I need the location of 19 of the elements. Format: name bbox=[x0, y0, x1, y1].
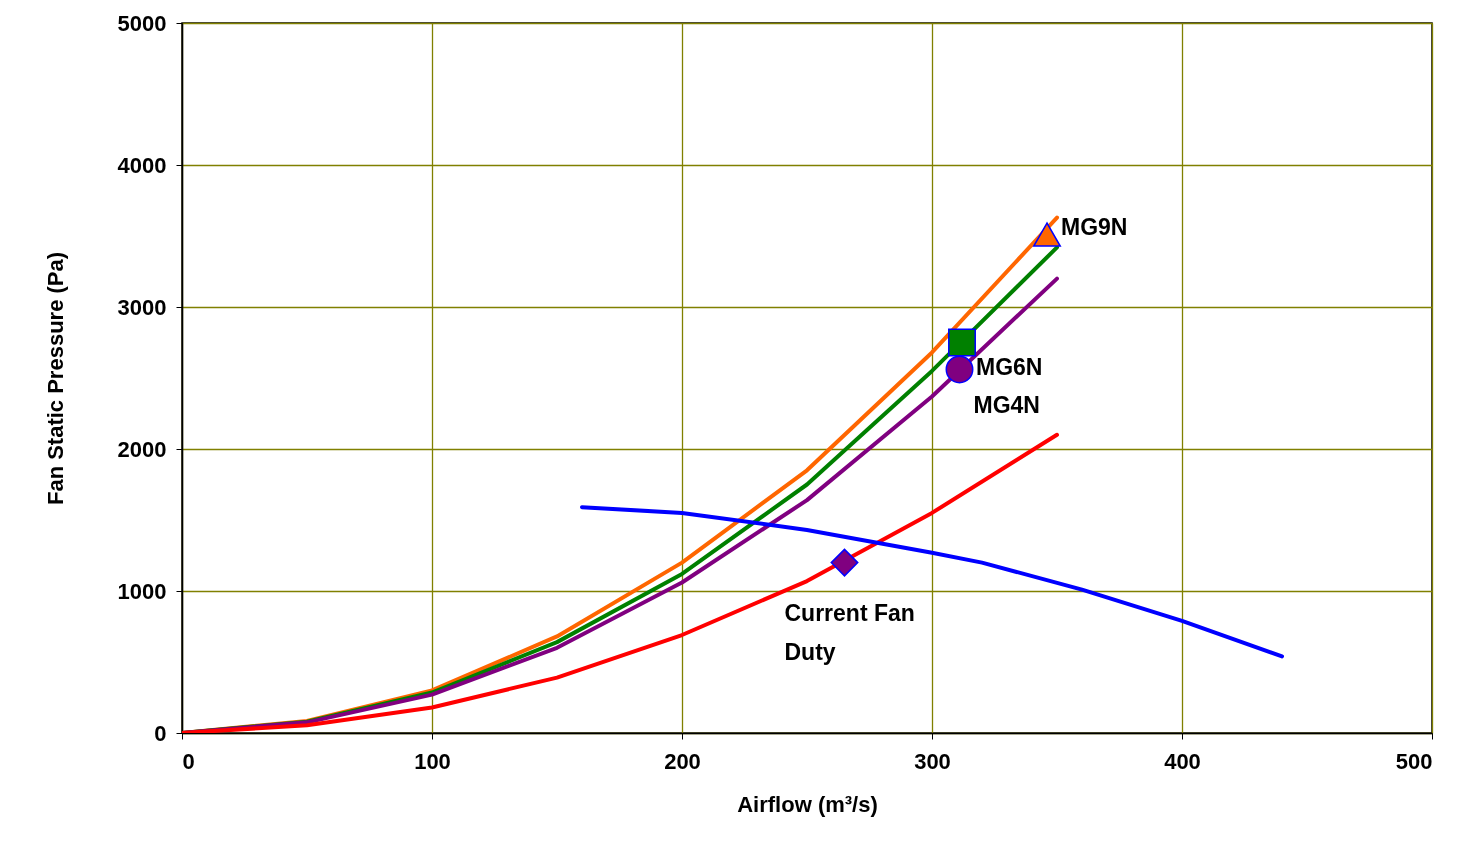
annotation: Current Fan Duty bbox=[784, 599, 915, 665]
y-tick-label: 3000 bbox=[117, 294, 167, 320]
x-tick-label: 500 bbox=[1395, 748, 1433, 774]
x-tick-label: 200 bbox=[664, 748, 701, 774]
x-axis-title: Airflow (m³/s) bbox=[737, 791, 878, 817]
annotation: MG6N bbox=[976, 353, 1043, 380]
y-tick-label: 2000 bbox=[117, 436, 167, 462]
x-tick-label: 400 bbox=[1164, 748, 1201, 774]
y-axis-title: Fan Static Pressure (Pa) bbox=[42, 251, 68, 506]
y-tick-label: 0 bbox=[154, 720, 167, 746]
x-tick-label: 100 bbox=[414, 748, 451, 774]
y-tick-label: 4000 bbox=[117, 152, 167, 178]
annotation: MG9N bbox=[1061, 213, 1128, 240]
y-tick-label: 1000 bbox=[117, 578, 167, 604]
y-tick-label: 5000 bbox=[117, 10, 167, 36]
annotation: MG4N bbox=[973, 392, 1040, 419]
line-series bbox=[182, 432, 1059, 733]
x-tick-label: 0 bbox=[182, 748, 195, 774]
x-tick-label: 300 bbox=[914, 748, 951, 774]
